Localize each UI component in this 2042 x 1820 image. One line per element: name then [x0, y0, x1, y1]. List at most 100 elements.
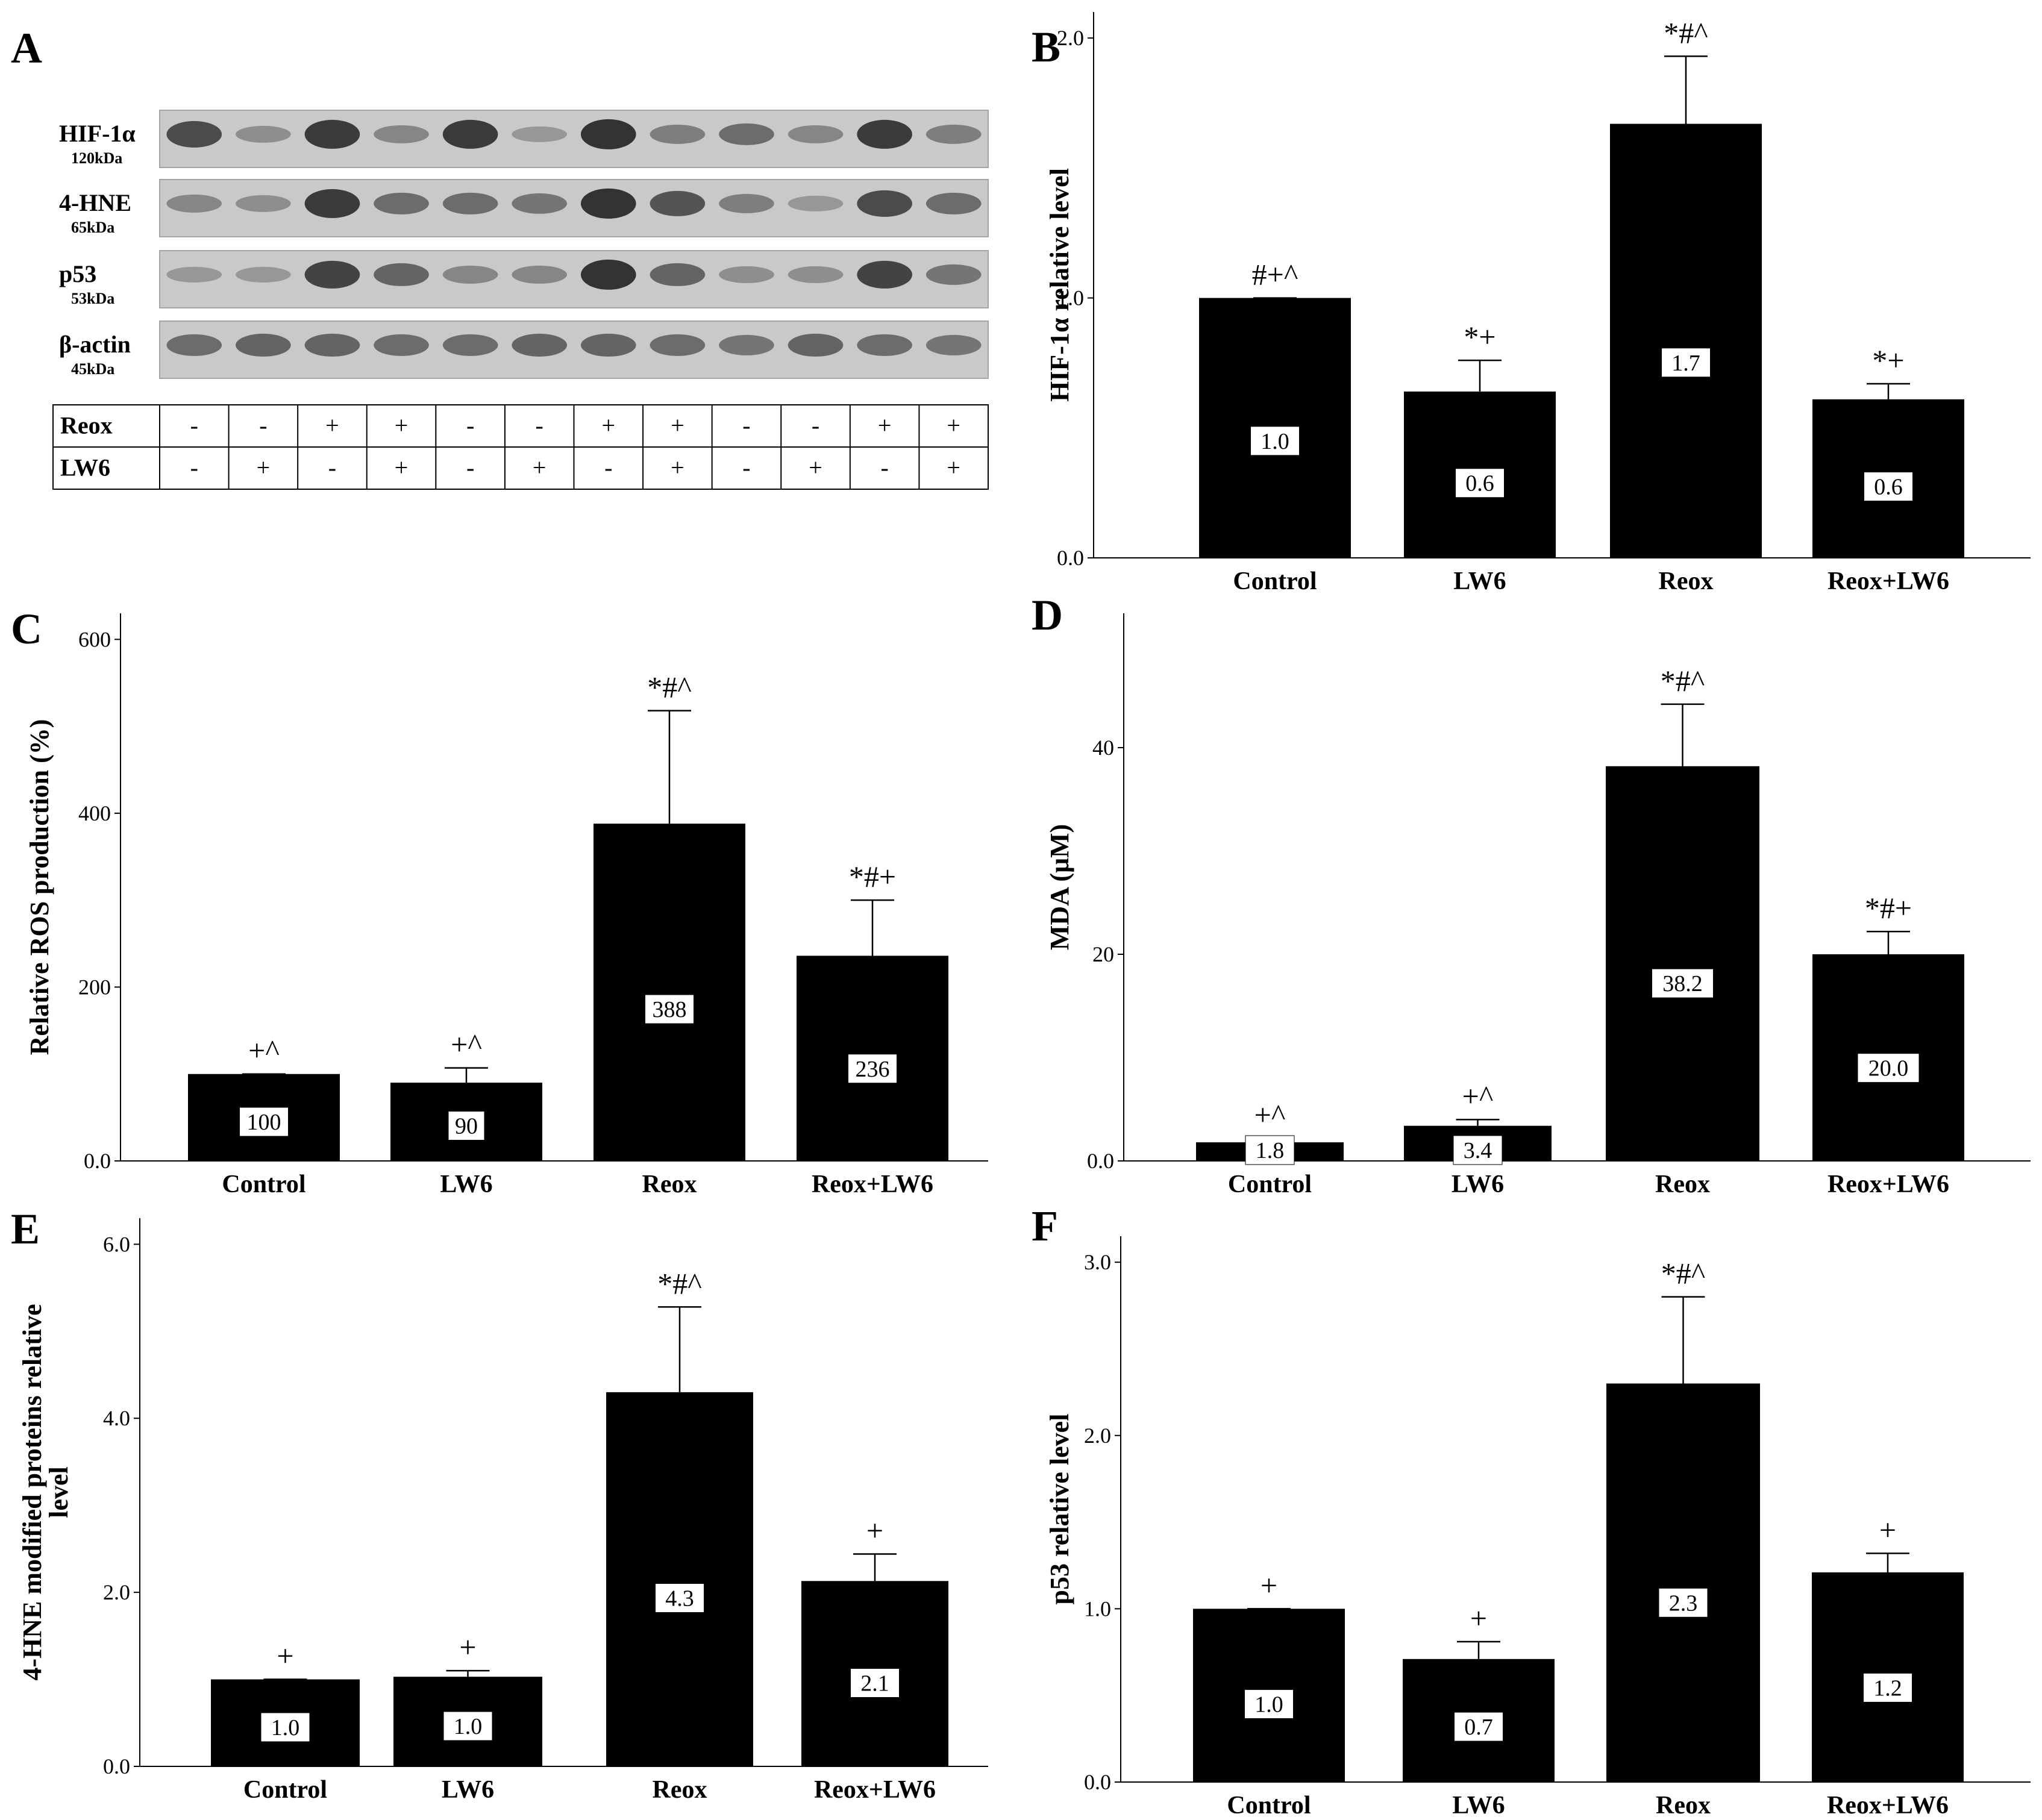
significance-label: +	[1470, 1601, 1487, 1635]
panel-letter: A	[11, 24, 42, 72]
value-label: 3.4	[1464, 1138, 1492, 1163]
blot-label: HIF-1α	[59, 120, 136, 147]
value-label: 1.0	[1261, 429, 1289, 454]
table-cell: -	[742, 412, 750, 439]
y-axis-label-line: level	[44, 1466, 74, 1518]
blot-band	[580, 188, 636, 219]
x-tick-label: Control	[1227, 1792, 1311, 1819]
blot-band	[925, 334, 982, 355]
significance-label: *+	[1872, 343, 1904, 377]
x-tick-label: Control	[243, 1776, 327, 1804]
blot-strip	[159, 321, 989, 379]
blot-band	[236, 125, 291, 143]
bar	[1610, 124, 1762, 558]
value-label: 100	[247, 1110, 281, 1135]
value-label: 0.6	[1465, 471, 1494, 496]
y-axis-label: MDA (μM)	[1045, 824, 1074, 950]
x-tick-label: Reox	[642, 1171, 697, 1198]
y-tick-label: 200	[78, 975, 111, 999]
significance-label: +^	[1462, 1079, 1494, 1113]
blot-band	[925, 264, 982, 285]
blot-band	[304, 333, 360, 357]
blot-band	[512, 126, 568, 142]
table-cell: -	[742, 454, 750, 481]
table-cell: -	[604, 454, 612, 481]
blot-band	[925, 192, 982, 214]
y-tick-label: 0.0	[1087, 1149, 1114, 1173]
blot-band	[166, 334, 222, 356]
value-label: 0.6	[1874, 475, 1903, 500]
value-label: 0.7	[1464, 1715, 1493, 1740]
blot-band	[857, 334, 912, 356]
blot-band	[442, 192, 498, 214]
blot-label: β-actin	[59, 331, 131, 358]
blot-band	[719, 193, 774, 213]
table-cell: +	[533, 454, 547, 481]
significance-label: *#^	[1661, 1257, 1705, 1290]
table-row-label: Reox	[60, 412, 113, 439]
significance-label: +^	[1254, 1098, 1286, 1131]
panel-letter: C	[11, 605, 42, 653]
value-label-box	[1454, 1712, 1503, 1742]
blot-band	[788, 125, 844, 143]
chart-panel-b: B 0.0 1.0 2.0 HIF-1α relative level #+^ 1.0 Con…	[1032, 12, 2031, 595]
table-row-label: LW6	[60, 454, 110, 481]
blot-kda: 65kDa	[71, 219, 114, 236]
chart-panel-c: C 0.0 200 400 600 Relative ROS production (%)…	[11, 605, 988, 1198]
value-label-box	[260, 1712, 310, 1742]
table-cell: +	[878, 412, 892, 439]
y-tick-label: 0.0	[103, 1754, 130, 1778]
value-label: 20.0	[1868, 1056, 1909, 1081]
panel-letter: F	[1032, 1202, 1058, 1250]
blot-band	[580, 333, 636, 357]
table-cell: +	[395, 412, 409, 439]
blot-kda: 120kDa	[71, 149, 122, 167]
western-blot-panel: A HIF-1α 120kDa 4-HNE 65kDa p53 53kDa β-actin 45…	[11, 24, 989, 490]
y-tick-label: 3.0	[1084, 1250, 1111, 1274]
table-cell: -	[536, 412, 543, 439]
table-cell: +	[947, 412, 960, 439]
table-cell: -	[812, 412, 819, 439]
value-label-box	[1244, 1689, 1294, 1719]
significance-label: *#^	[1661, 664, 1705, 698]
value-label-box	[1857, 1053, 1920, 1083]
value-label: 388	[653, 997, 687, 1022]
blot-band	[374, 192, 429, 214]
x-tick-label: Reox	[653, 1776, 707, 1804]
x-tick-label: Reox	[1655, 1171, 1710, 1198]
value-label-box	[1455, 468, 1505, 498]
table-cell: -	[259, 412, 267, 439]
bar	[1606, 1383, 1760, 1782]
value-label: 1.0	[1254, 1692, 1283, 1718]
x-tick-label: Reox	[1656, 1792, 1711, 1819]
chart-panel-d: D 0.0 20 40 MDA (μM) +^ 1.8 Control +^ 3.4 LW6 *#^ 3…	[1032, 591, 2031, 1198]
significance-label: +	[277, 1639, 293, 1673]
blot-band	[512, 193, 568, 214]
blot-band	[374, 125, 429, 143]
table-cell: +	[602, 412, 616, 439]
y-axis-label: 4-HNE modified proteins relativelevel	[17, 1304, 74, 1680]
value-label-box	[1661, 348, 1711, 378]
blot-band	[442, 119, 498, 149]
x-tick-label: LW6	[440, 1171, 492, 1198]
value-label: 1.2	[1873, 1675, 1902, 1701]
value-label: 1.8	[1256, 1138, 1285, 1163]
table-cell: -	[880, 454, 888, 481]
value-label-box	[1658, 1587, 1708, 1618]
value-label: 2.1	[860, 1671, 889, 1696]
significance-label: +	[1879, 1513, 1896, 1546]
blot-kda: 53kDa	[71, 290, 114, 307]
significance-label: *#^	[657, 1266, 701, 1300]
x-tick-label: LW6	[1453, 568, 1506, 595]
value-label-box	[239, 1107, 289, 1137]
y-tick-label: 2.0	[103, 1580, 130, 1604]
blot-band	[512, 265, 568, 284]
value-label-box	[1864, 472, 1913, 502]
x-tick-label: Control	[1228, 1171, 1312, 1198]
y-tick-label: 20	[1092, 942, 1114, 966]
y-axis-label: p53 relative level	[1045, 1414, 1074, 1605]
y-tick-label: 4.0	[103, 1406, 130, 1430]
x-tick-label: Reox+LW6	[1827, 1792, 1949, 1819]
blot-band	[236, 266, 291, 283]
blot-band	[304, 260, 360, 289]
